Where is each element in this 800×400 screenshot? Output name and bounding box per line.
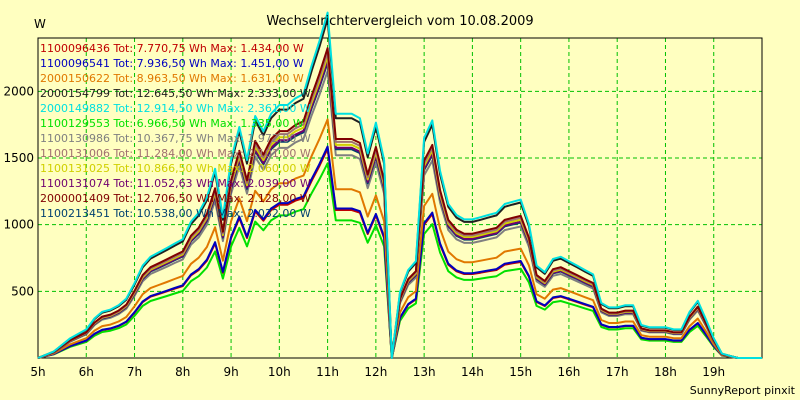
legend-entry: 1100131074 Tot: 11.052,63 Wh Max: 2.039,… [40,177,311,190]
legend-entry: 1100131025 Tot: 10.866,50 Wh Max: 2.060,… [40,162,311,175]
series-layer [37,11,762,359]
x-tick-label: 7h [127,365,142,379]
x-tick-label: 10h [268,365,291,379]
x-axis-ticks: 5h 6h 7h 8h 9h 10h 11h 12h 13h 14h 15h 16h 17h 18h 19h [30,365,725,379]
x-tick-label: 6h [79,365,94,379]
y-tick-label: 2000 [3,84,34,98]
x-tick-label: 11h [316,365,339,379]
plot-frame [37,37,763,359]
legend-entry: 2000001409 Tot: 12.706,50 Wh Max: 2.128,… [40,192,311,205]
x-tick-label: 13h [413,365,436,379]
x-tick-label: 17h [606,365,629,379]
legend-entry: 1100096541 Tot: 7.936,50 Wh Max: 1.451,0… [40,57,304,70]
x-tick-label: 8h [175,365,190,379]
legend-entry: 1100213451 Tot: 10.538,00 Wh Max: 2.032,… [40,207,311,220]
legend-entry: 2000154799 Tot: 12.645,50 Wh Max: 2.333,… [40,87,311,100]
series-line [37,47,762,359]
x-tick-label: 18h [654,365,677,379]
legend: 1100096436 Tot: 7.770,75 Wh Max: 1.434,0… [40,42,311,220]
legend-entry: 2000150622 Tot: 8.963,50 Wh Max: 1.631,0… [40,72,304,85]
legend-entry: 1100130986 Tot: 10.367,75 Wh Max: 1.972,… [40,132,311,145]
y-axis-label: W [34,17,46,31]
x-tick-label: 19h [702,365,725,379]
series-line [37,118,762,359]
x-tick-label: 9h [223,365,238,379]
series-line [37,162,762,359]
legend-entry: 1100096436 Tot: 7.770,75 Wh Max: 1.434,0… [40,42,304,55]
legend-entry: 1100131006 Tot: 11.284,00 Wh Max: 2.101,… [40,147,311,160]
legend-entry: 2000149882 Tot: 12.914,50 Wh Max: 2.361,… [40,102,311,115]
x-tick-label: 15h [509,365,532,379]
x-tick-label: 16h [557,365,580,379]
footer-credit: SunnyReport pinxit [690,384,796,397]
y-axis-ticks: 500 1000 1500 2000 [3,84,34,298]
y-tick-label: 1000 [3,218,34,232]
grid [38,38,762,358]
y-tick-label: 1500 [3,151,34,165]
y-tick-label: 500 [11,284,34,298]
series-line [37,145,762,359]
x-tick-label: 12h [364,365,387,379]
series-line [37,11,762,359]
chart-title: Wechselrichtervergleich vom 10.08.2009 [266,14,533,29]
x-tick-label: 5h [30,365,45,379]
x-tick-label: 14h [461,365,484,379]
legend-entry: 1100129553 Tot: 6.966,50 Wh Max: 1.335,0… [40,117,304,130]
